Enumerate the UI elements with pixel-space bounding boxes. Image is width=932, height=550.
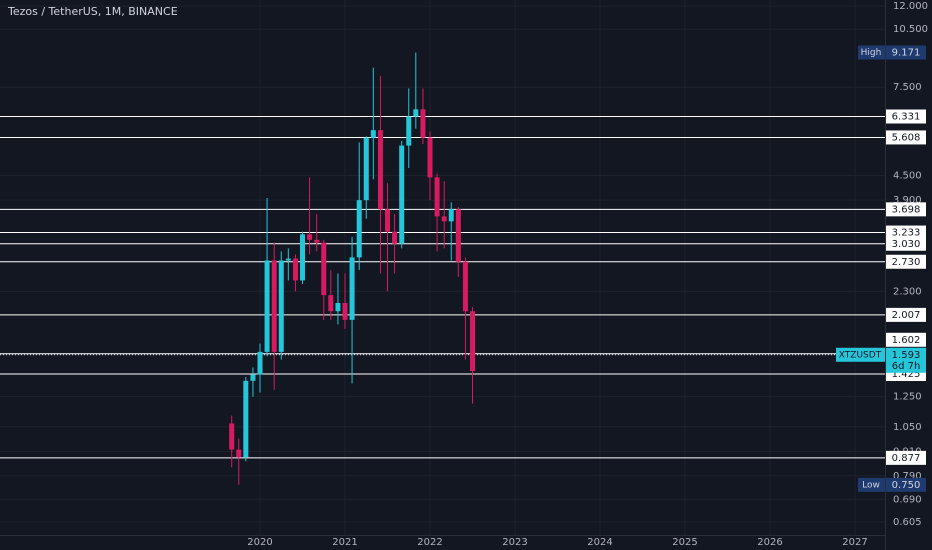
level-label-box — [886, 450, 926, 465]
y-tick-label: 2.300 — [893, 286, 922, 297]
candle-body — [370, 130, 376, 138]
candle-body — [342, 302, 348, 320]
level-label: 3.698 — [892, 204, 921, 215]
level-label: 3.030 — [892, 239, 921, 250]
level-label-box — [886, 109, 926, 124]
y-tick-label: 4.500 — [893, 170, 922, 181]
candle-body — [292, 258, 298, 281]
y-tick-label: 0.790 — [893, 471, 922, 482]
levels — [0, 116, 885, 459]
current-price-label: 1.593 — [892, 350, 921, 361]
candle-body — [363, 137, 369, 201]
candle-body — [427, 137, 433, 178]
level-label: 3.233 — [892, 228, 921, 239]
x-tick-label: 2025 — [672, 537, 697, 548]
y-tick-label: 10.500 — [893, 24, 928, 35]
level-label: 0.877 — [892, 453, 921, 464]
x-tick-label: 2027 — [842, 537, 867, 548]
countdown-label: 6d 7h — [892, 361, 921, 372]
candle-body — [455, 209, 461, 262]
level-label-box — [886, 254, 926, 269]
y-tick-label: 3.900 — [893, 195, 922, 206]
y-tick-label: 7.500 — [893, 82, 922, 93]
candle-body — [307, 234, 313, 240]
x-tick-label: 2024 — [587, 537, 612, 548]
candle-body — [377, 130, 383, 210]
level-label-box — [886, 236, 926, 251]
marker-name-box — [858, 45, 885, 60]
candle-body — [399, 145, 405, 244]
candle-body — [349, 257, 355, 320]
level-label-box — [886, 332, 926, 347]
candle-body — [406, 116, 412, 146]
level-label-box — [886, 202, 926, 217]
y-tick-label: 1.050 — [893, 422, 922, 433]
candle-body — [441, 216, 447, 222]
candle-body — [229, 423, 235, 450]
candle-body — [314, 239, 320, 243]
x-tick-label: 2020 — [247, 537, 272, 548]
level-label-box — [886, 130, 926, 145]
marker-value-box — [886, 477, 926, 492]
candle-body — [250, 374, 256, 381]
candle-body — [462, 261, 468, 312]
current-price-box — [886, 347, 926, 373]
candle-body — [413, 109, 419, 117]
marker-value: 0.750 — [892, 480, 921, 491]
level-label-box — [886, 307, 926, 322]
candle-body — [448, 209, 454, 222]
y-tick-label: 0.690 — [893, 494, 922, 505]
candle-body — [470, 311, 476, 372]
candle-body — [335, 302, 341, 312]
candle-body — [321, 242, 327, 296]
candle-body — [300, 234, 306, 281]
candle-body — [278, 260, 284, 352]
candle-body — [271, 260, 277, 352]
symbol-label: XTZUSDT — [839, 350, 882, 360]
candle-body — [434, 177, 440, 217]
level-label: 6.331 — [892, 112, 921, 123]
level-label: 2.007 — [892, 310, 921, 321]
marker-name-box — [858, 477, 885, 492]
marker-value: 9.171 — [892, 48, 921, 59]
level-label: 2.730 — [892, 257, 921, 268]
level-label: 5.608 — [892, 132, 921, 143]
marker-name: High — [861, 48, 882, 58]
marker-name: Low — [862, 480, 880, 490]
candle-body — [392, 231, 398, 244]
x-tick-label: 2026 — [757, 537, 782, 548]
candle-body — [243, 380, 249, 458]
y-tick-label: 1.250 — [893, 392, 922, 403]
marker-value-box — [886, 45, 926, 60]
chart-title: Tezos / TetherUS, 1M, BINANCE — [7, 5, 178, 18]
y-tick-label: 12.000 — [893, 1, 928, 12]
y-tick-label: 0.605 — [893, 517, 922, 528]
candle-body — [236, 449, 242, 458]
candle-body — [328, 295, 334, 312]
level-label: 1.425 — [892, 369, 921, 380]
x-tick-label: 2022 — [417, 537, 442, 548]
candle-body — [264, 260, 270, 352]
level-label-box — [886, 225, 926, 240]
symbol-box — [836, 347, 885, 362]
candle-body — [356, 200, 362, 258]
level-label: 1.602 — [892, 335, 921, 346]
candle-body — [285, 258, 291, 261]
candle-body — [385, 209, 391, 232]
x-tick-label: 2021 — [332, 537, 357, 548]
candle-body — [257, 351, 263, 375]
x-tick-label: 2023 — [502, 537, 527, 548]
candles — [229, 52, 476, 485]
candle-body — [420, 109, 426, 138]
